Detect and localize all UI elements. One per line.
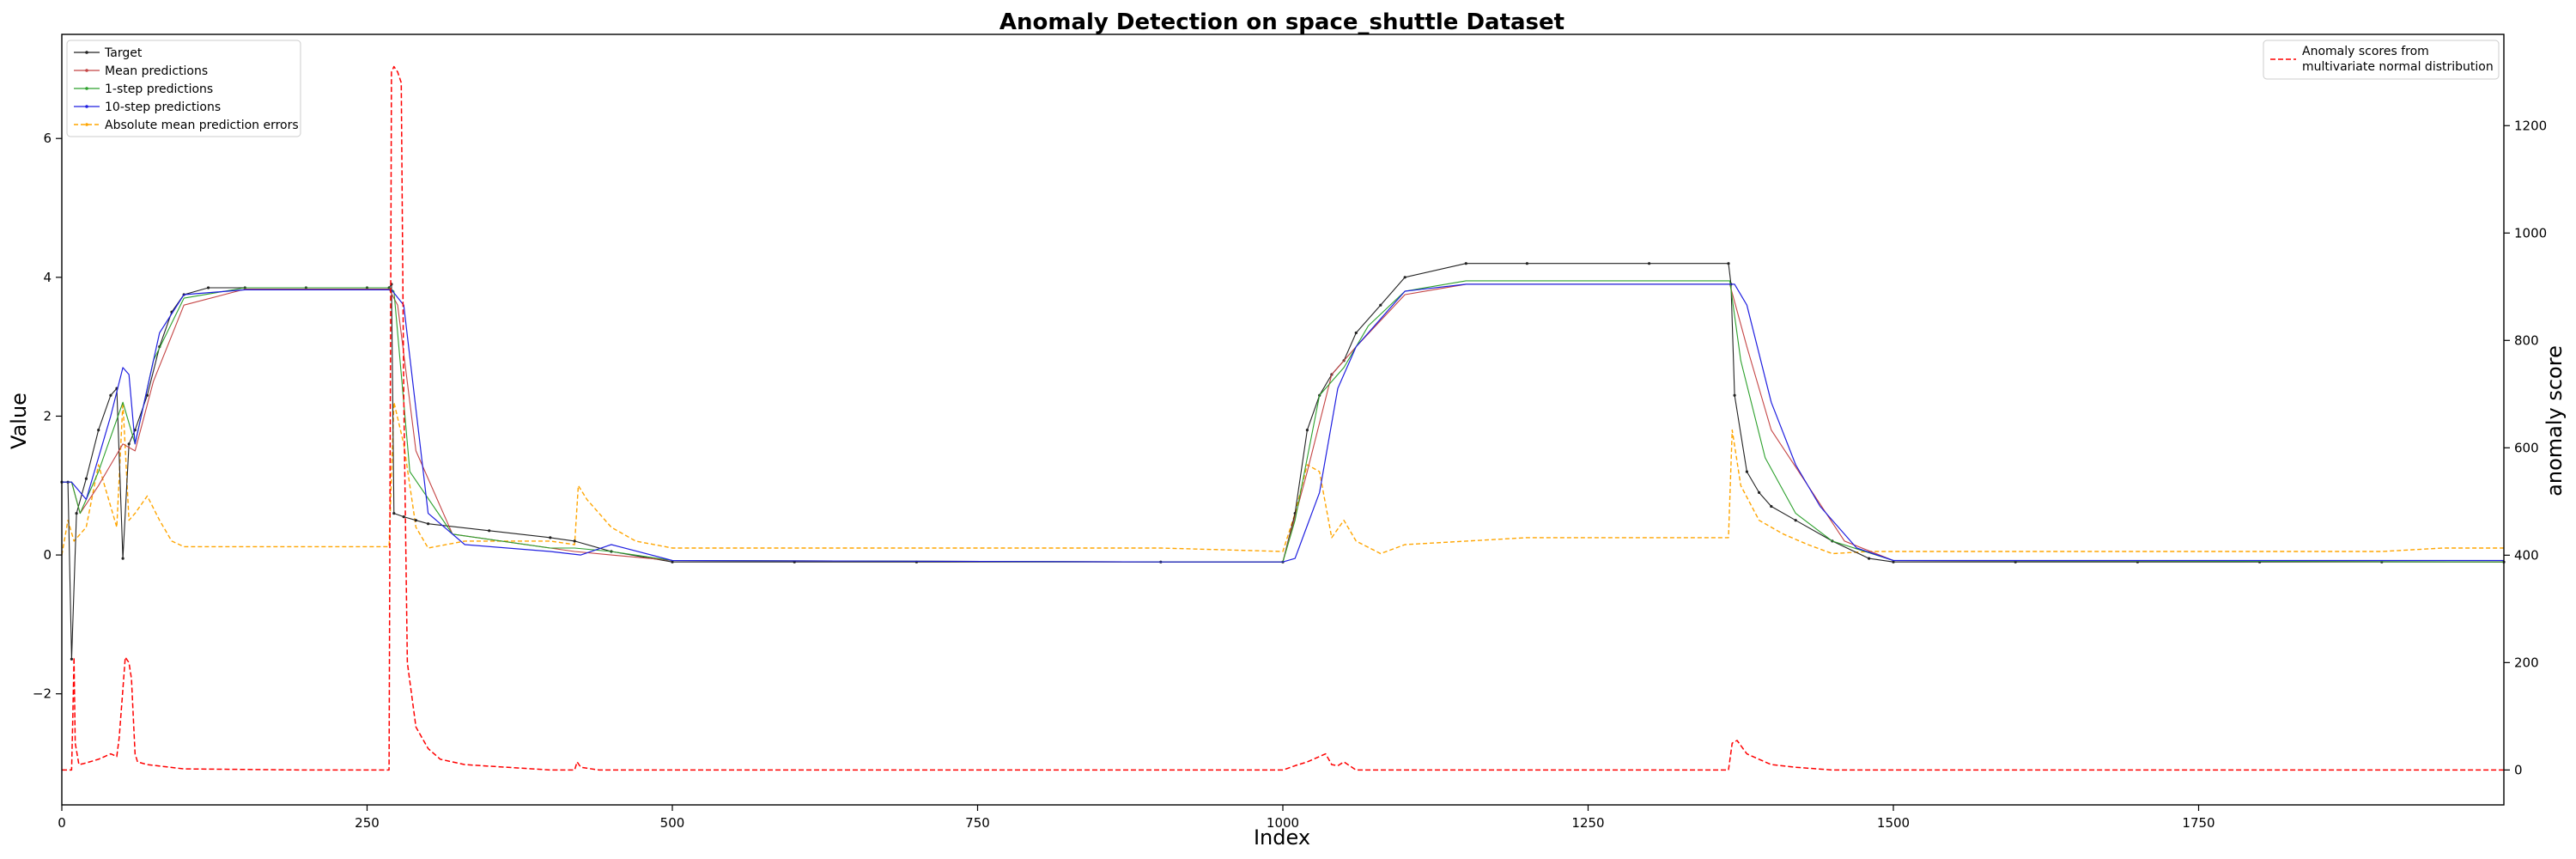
target-point [1464, 262, 1467, 265]
y2-tick-label: 800 [2514, 332, 2539, 348]
legend-label-mean-predictions: Mean predictions [105, 64, 208, 78]
target-point [488, 529, 491, 533]
legend-label-anomaly-line1: Anomaly scores from [2302, 45, 2429, 58]
target-point [573, 539, 576, 543]
y2-tick-label: 1000 [2514, 225, 2547, 241]
chart-title: Anomaly Detection on space_shuttle Datas… [999, 9, 1564, 35]
target-point [1745, 470, 1748, 473]
y2-tick-label: 400 [2514, 547, 2539, 563]
x-tick-label: 500 [660, 815, 685, 831]
legend-entry-abs-errors: Absolute mean prediction errors [74, 119, 299, 132]
target-point [1727, 262, 1730, 265]
legend-right: Anomaly scores from multivariate normal … [2263, 40, 2500, 80]
series-10-step-predictions-line [62, 283, 2504, 563]
y-tick-label: 2 [43, 408, 52, 423]
target-point [207, 286, 210, 289]
legend-label-abs-errors: Absolute mean prediction errors [105, 119, 299, 132]
target-point [549, 536, 552, 539]
y-tick-label: −2 [33, 686, 52, 702]
legend-right-box [2263, 40, 2500, 80]
x-tick-label: 1000 [1267, 815, 1299, 831]
legend-entry-10-step-predictions: 10-step predictions [74, 101, 221, 114]
target-point [1305, 429, 1309, 432]
target-point [1648, 262, 1651, 265]
series-mean-predictions-line [62, 283, 2505, 563]
target-point [2014, 560, 2017, 564]
x-tick-label: 1250 [1571, 815, 1604, 831]
y-axis-label: Value [7, 393, 31, 449]
target-point [671, 560, 674, 564]
legend-label-target: Target [104, 46, 143, 60]
legend-label-anomaly-line2: multivariate normal distribution [2302, 60, 2494, 74]
target-point [1794, 519, 1797, 522]
series-anomaly-scores-line [62, 65, 2504, 771]
legend-entry-target: Target [74, 46, 143, 60]
y-tick-label: 6 [43, 131, 52, 146]
target-point [1379, 303, 1382, 307]
target-point [70, 657, 73, 661]
target-point [1525, 262, 1528, 265]
target-point [1354, 331, 1358, 335]
legend-entry-mean-predictions: Mean predictions [74, 64, 208, 78]
y2-tick-label: 1200 [2514, 118, 2547, 133]
y-axis-ticks: −2 0 2 4 6 [33, 131, 62, 702]
y2-tick-label: 200 [2514, 655, 2539, 670]
x-tick-label: 0 [58, 815, 66, 831]
series-abs-errors-line [61, 401, 2504, 556]
y-tick-label: 0 [43, 547, 52, 563]
target-point [414, 519, 417, 522]
y2-axis-ticks: 0 200 400 600 800 1000 1200 [2504, 118, 2547, 777]
target-point [1733, 393, 1736, 397]
legend-entry-1-step-predictions: 1-step predictions [74, 82, 213, 96]
legend-label-10-step-predictions: 10-step predictions [105, 101, 221, 114]
series-layer [60, 65, 2506, 771]
legend-left: Target Mean predictions 1-step predictio… [66, 40, 301, 137]
target-point [1770, 504, 1773, 509]
target-point [145, 393, 149, 397]
x-tick-label: 1750 [2182, 815, 2215, 831]
legend-left-box [66, 40, 301, 137]
target-point [392, 512, 396, 515]
target-point [1758, 490, 1761, 495]
y2-tick-label: 600 [2514, 440, 2539, 455]
target-point [75, 512, 78, 515]
target-point [427, 522, 430, 526]
target-point [1892, 560, 1895, 564]
target-point [1868, 557, 1871, 560]
x-tick-label: 250 [355, 815, 380, 831]
x-axis-ticks: 0 250 500 750 1000 1250 1500 1750 [58, 805, 2215, 831]
target-point [402, 515, 405, 519]
y-tick-label: 4 [43, 270, 52, 285]
target-point [97, 429, 100, 432]
x-axis-label: Index [1254, 825, 1310, 850]
target-point [127, 442, 131, 446]
plot-frame [61, 34, 2505, 806]
series-1-step-predictions-line [62, 280, 2505, 563]
x-tick-label: 750 [965, 815, 990, 831]
series-target-line [62, 263, 2504, 660]
x-tick-label: 1500 [1877, 815, 1910, 831]
legend-label-1-step-predictions: 1-step predictions [105, 82, 213, 96]
target-point [121, 557, 125, 560]
y2-axis-label: anomaly score [2543, 345, 2567, 497]
y2-tick-label: 0 [2514, 762, 2523, 777]
target-point [1403, 276, 1406, 279]
target-point [84, 477, 88, 480]
target-point [109, 393, 112, 397]
